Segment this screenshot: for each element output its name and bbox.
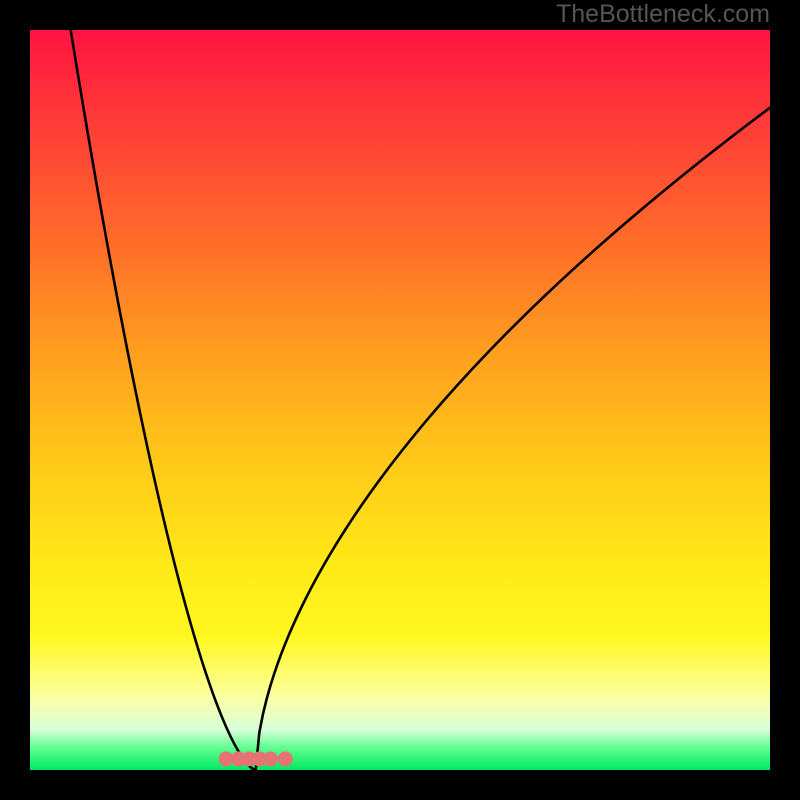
chart-svg (0, 0, 800, 800)
chart-stage: TheBottleneck.com (0, 0, 800, 800)
curve-marker (278, 751, 293, 766)
curve-marker (263, 751, 278, 766)
chart-background (30, 30, 770, 770)
curve-markers (219, 751, 293, 766)
watermark-text: TheBottleneck.com (556, 0, 770, 29)
